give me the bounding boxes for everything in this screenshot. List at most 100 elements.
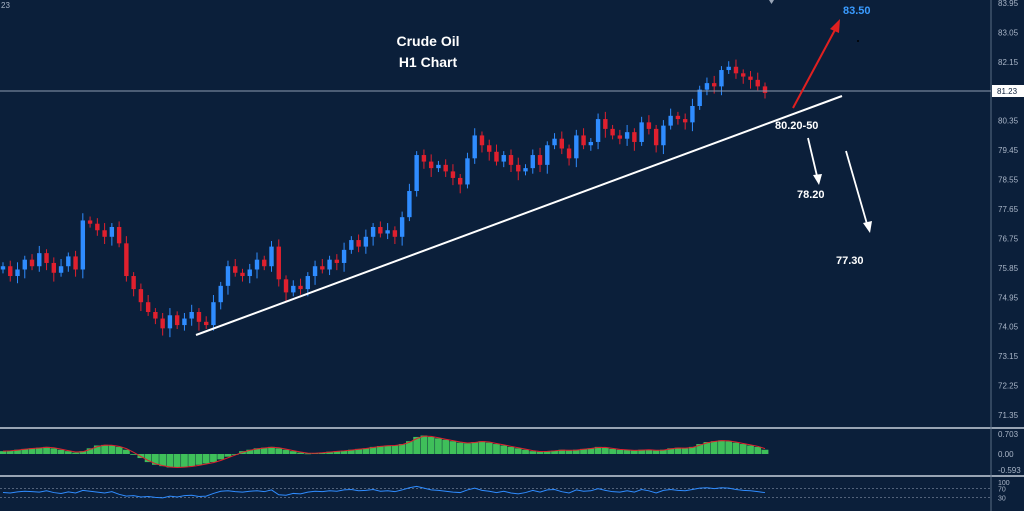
candle-body (537, 155, 543, 165)
macd-bar (413, 436, 421, 454)
macd-bar (101, 444, 108, 454)
candle-body (639, 122, 644, 142)
candle-body (174, 315, 180, 326)
macd-bar (435, 438, 442, 454)
candle-body (755, 79, 760, 87)
candle-body (204, 321, 209, 326)
macd-bar (108, 445, 116, 454)
price-tick-label: 74.05 (998, 323, 1019, 332)
macd-bar (14, 449, 21, 454)
macd-bar (427, 436, 435, 454)
candle-body (320, 266, 325, 270)
candle-body (712, 83, 717, 87)
macd-bar (580, 448, 587, 454)
macd-bar (304, 453, 312, 455)
price-tick-label: 83.05 (998, 28, 1019, 37)
macd-bar (384, 445, 392, 454)
candle-body (58, 266, 64, 273)
macd-bar (652, 450, 660, 454)
rsi-tick-label: 100 (998, 480, 1010, 487)
candle-body (312, 266, 318, 277)
candle-body (276, 246, 281, 280)
price-tick-label: 76.75 (998, 234, 1019, 243)
candle-body (29, 259, 35, 267)
candle-body (762, 86, 768, 93)
macd-bar (456, 442, 464, 454)
candle-body (66, 256, 71, 267)
macd-bar (181, 454, 188, 467)
macd-bar (616, 449, 624, 454)
candle-body (247, 269, 252, 277)
macd-bar (609, 448, 616, 454)
macd-tick-label: 0.00 (998, 450, 1014, 459)
macd-bar (6, 450, 14, 454)
macd-bar (50, 448, 58, 454)
target-down-1-label: 78.20 (797, 189, 825, 201)
down-arrow-2-shaft (845, 150, 868, 225)
macd-bar (28, 448, 36, 454)
macd-bar (152, 454, 159, 465)
candle-body (240, 272, 245, 277)
candle-body (0, 266, 6, 270)
candle-body (545, 145, 550, 165)
chart-title: Crude Oil (396, 33, 459, 49)
candle-body (472, 135, 477, 159)
candle-body (15, 269, 20, 277)
macd-bar (64, 451, 72, 454)
macd-bar (572, 449, 580, 454)
price-tick-label: 82.15 (998, 58, 1019, 67)
macd-bar (195, 454, 203, 465)
candle-body (167, 315, 173, 329)
macd-bar (43, 446, 50, 454)
candle-body (465, 158, 470, 185)
macd-bar (565, 450, 573, 454)
down-arrow-1-shaft (807, 137, 818, 177)
candle-body (109, 226, 115, 237)
macd-tick-label: 0.703 (998, 430, 1019, 439)
macd-bar (130, 454, 138, 455)
macd-bar (57, 449, 65, 454)
candle-body (421, 155, 427, 162)
candle-body (574, 135, 579, 159)
candle-body (385, 230, 390, 234)
macd-bar (442, 439, 450, 454)
macd-bar (529, 451, 537, 454)
price-tick-label: 77.65 (998, 205, 1019, 214)
macd-bar (732, 442, 740, 454)
candle-body (407, 191, 412, 218)
target-up-label: 83.50 (843, 5, 871, 17)
candle-body (116, 226, 122, 244)
candle-body (131, 276, 136, 290)
candle-body (211, 302, 216, 326)
candle-body (291, 285, 296, 293)
candle-body (95, 223, 100, 231)
macd-bar (406, 441, 413, 454)
macd-bar (623, 450, 631, 454)
macd-bar (72, 452, 79, 454)
candle-body (675, 115, 681, 120)
price-tick-label: 74.95 (998, 293, 1019, 302)
macd-bar (638, 449, 646, 454)
up-arrow-shaft (792, 27, 837, 109)
candle-body (254, 259, 260, 270)
macd-bar (115, 446, 123, 454)
macd-bar (210, 454, 217, 463)
candle-body (269, 246, 274, 267)
macd-bar (173, 454, 181, 468)
macd-bar (478, 441, 486, 454)
chart-subtitle: H1 Chart (399, 54, 458, 70)
macd-bar (696, 444, 704, 454)
price-tick-label: 78.55 (998, 176, 1019, 185)
candle-body (189, 312, 194, 319)
macd-bar (420, 435, 428, 454)
price-tick-label: 83.95 (998, 0, 1019, 8)
candle-body (653, 128, 659, 146)
candle-body (697, 89, 702, 106)
macd-bar (739, 444, 747, 454)
candle-body (733, 66, 739, 74)
macd-bar (587, 448, 595, 454)
candle-body (624, 132, 630, 139)
macd-bar (536, 451, 544, 454)
candle-body (87, 220, 93, 224)
macd-bar (543, 451, 551, 454)
